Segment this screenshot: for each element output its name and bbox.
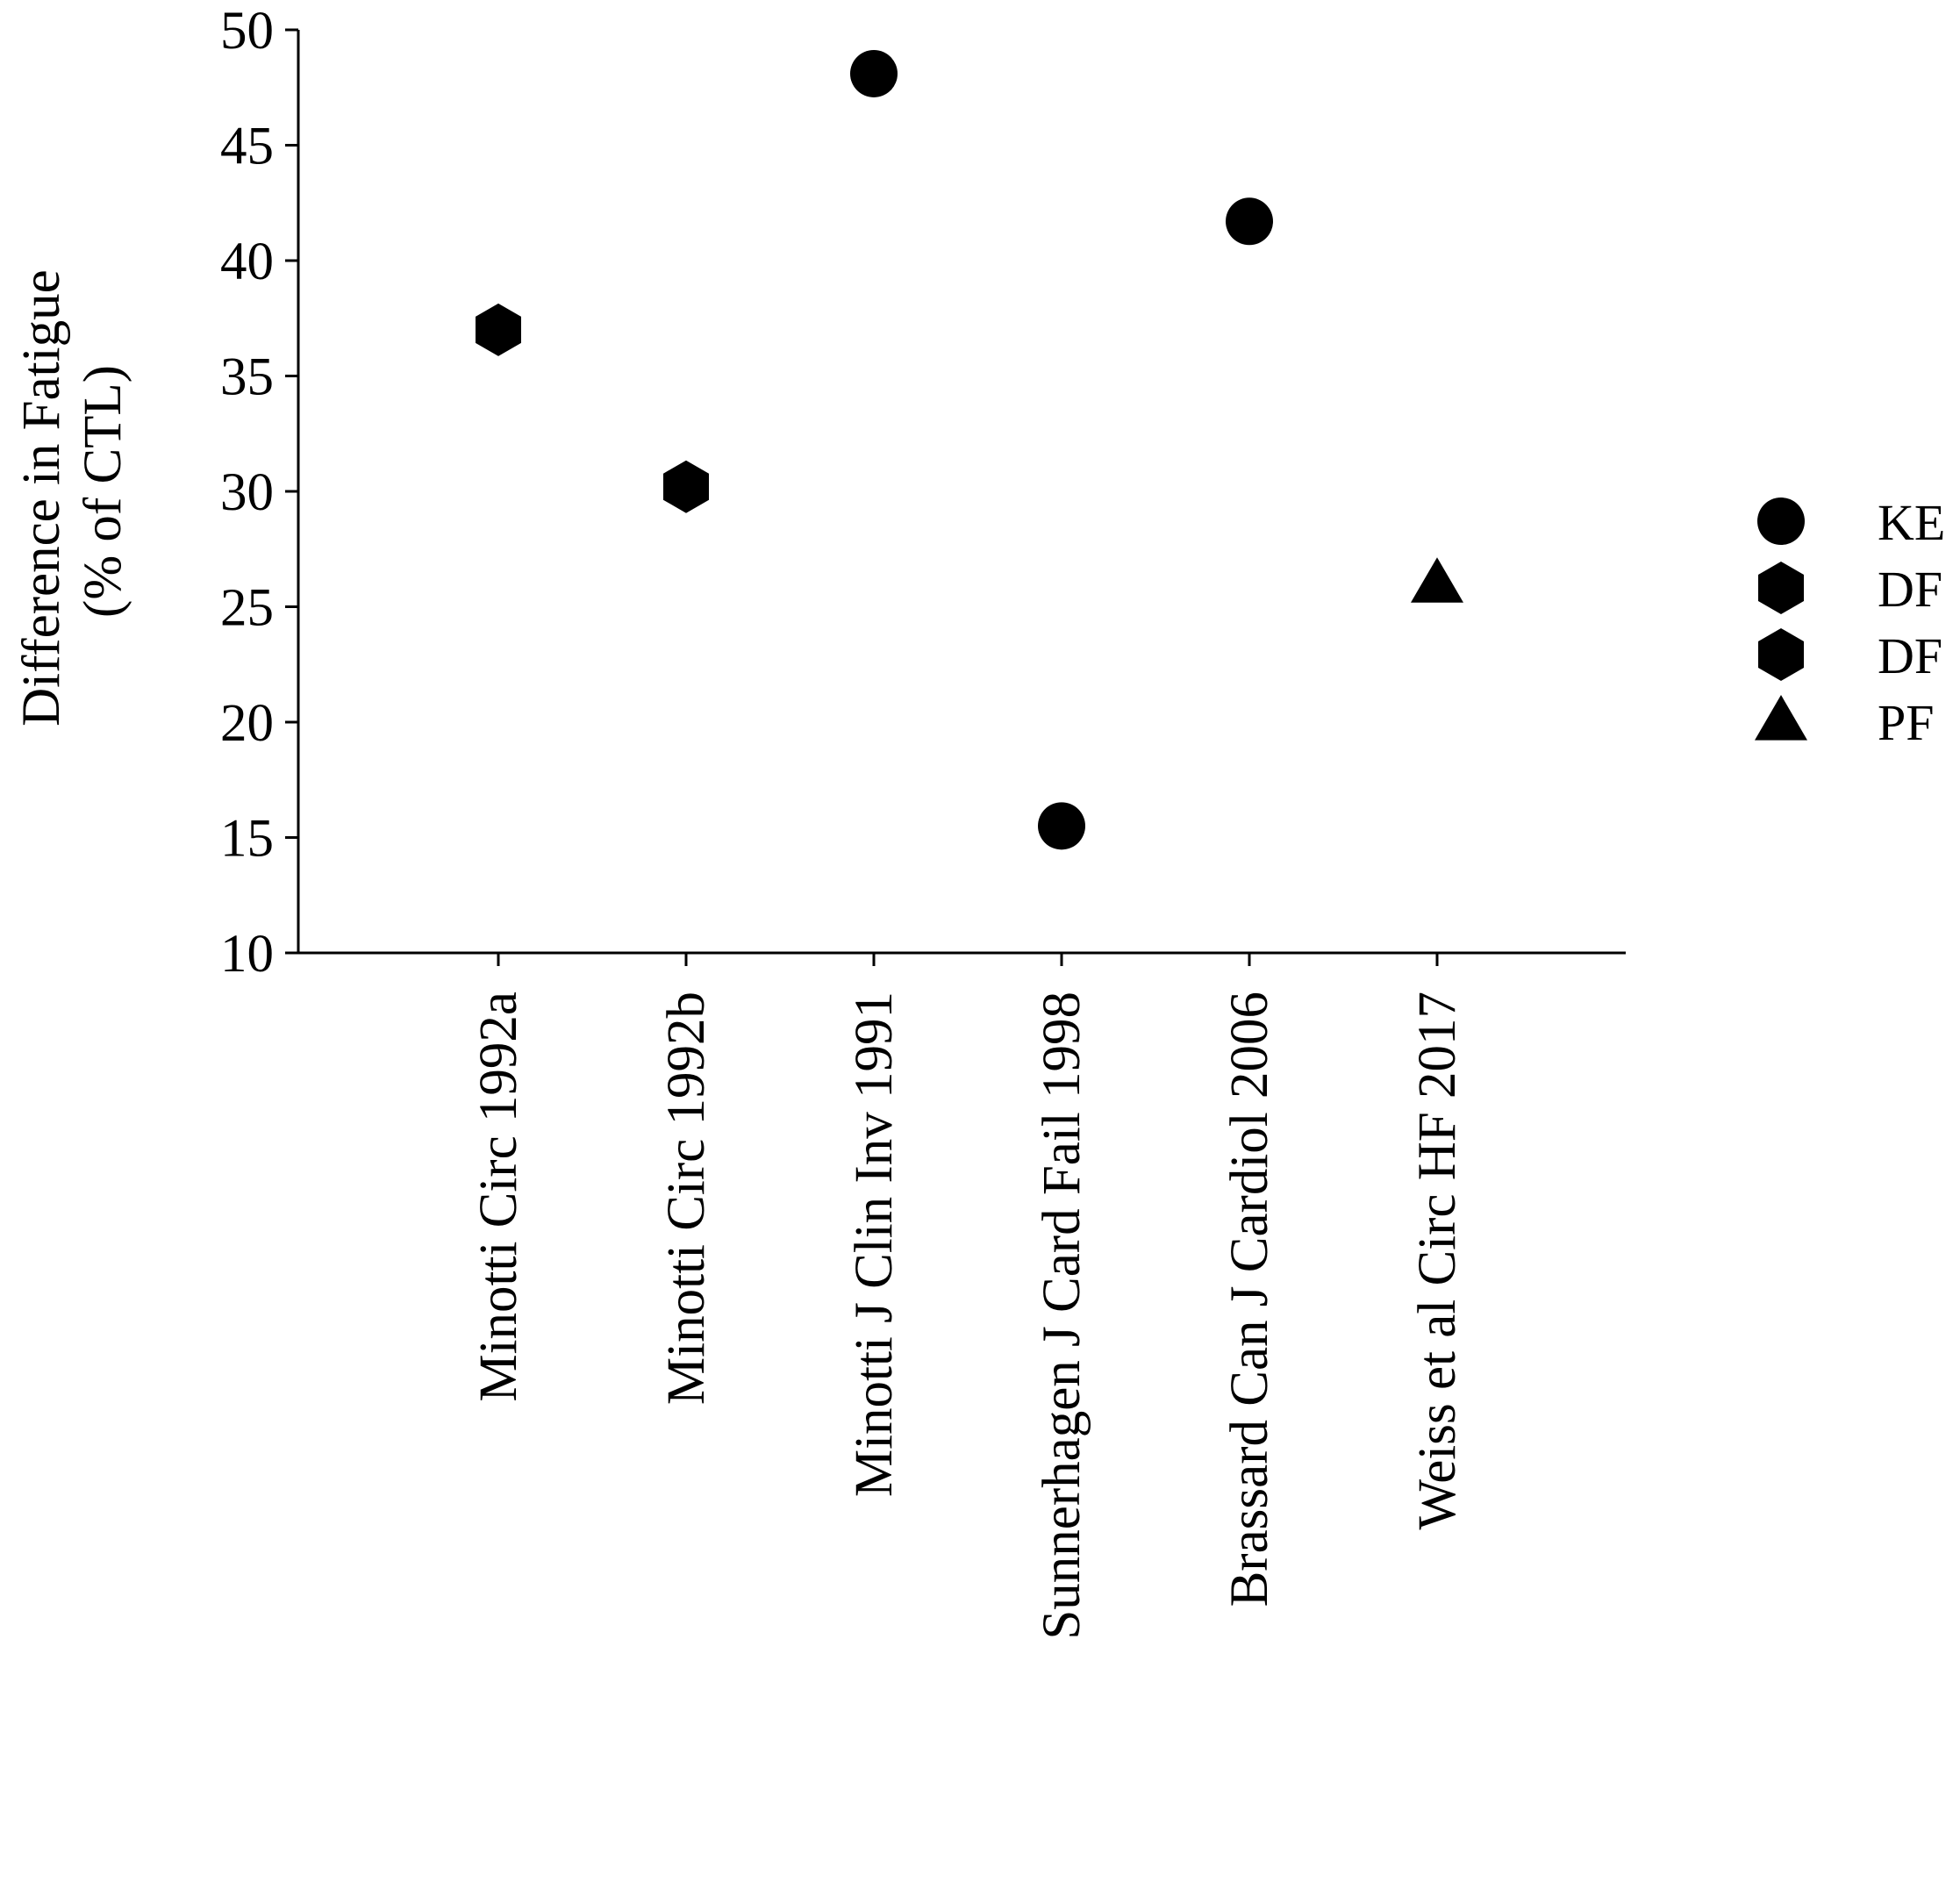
data-markers (476, 49, 1463, 850)
legend-label-df-3: DF (1878, 627, 1942, 684)
y-ticks: 10 15 20 25 30 35 40 45 50 (220, 2, 298, 984)
y-axis-title-line-1: Difference in Fatigue (12, 269, 71, 727)
x-category-label-minotti-circ-1992a: Minotti Circ 1992a (469, 992, 528, 1402)
axes (297, 30, 1626, 955)
data-point-ke-sunnerhagen-j-card-fail-1998 (1038, 802, 1085, 850)
x-category-label-weiss-et-al-circ-hf-2017: Weiss et al Circ HF 2017 (1408, 992, 1467, 1530)
legend-marker-pf-4 (1755, 695, 1807, 741)
y-axis-title-line-2: (% of CTL) (74, 365, 132, 618)
y-tick-label-25: 25 (220, 579, 274, 638)
data-point-df-minotti-circ-1992b (663, 460, 709, 513)
x-category-label-minotti-j-clin-inv-1991: Minotti J Clin Inv 1991 (845, 992, 904, 1497)
legend-label-df-2: DF (1878, 561, 1942, 618)
legend-marker-df-2 (1758, 562, 1804, 614)
legend-label-pf-4: PF (1878, 694, 1935, 751)
y-axis-title: Difference in Fatigue (% of CTL) (12, 256, 132, 727)
x-category-label-brassard-can-j-cardiol-2006: Brassard Can J Cardiol 2006 (1220, 992, 1279, 1607)
x-category-label-sunnerhagen-j-card-fail-1998: Sunnerhagen J Card Fail 1998 (1033, 992, 1091, 1640)
y-tick-label-30: 30 (220, 463, 274, 522)
y-tick-label-50: 50 (220, 2, 274, 61)
data-point-ke-brassard-can-j-cardiol-2006 (1226, 197, 1273, 246)
x-ticks: Minotti Circ 1992a Minotti Circ 1992b Mino… (469, 953, 1467, 1640)
y-tick-label-35: 35 (220, 348, 274, 407)
y-tick-label-40: 40 (220, 233, 274, 291)
legend: KE DF DF PF (1755, 494, 1945, 751)
legend-marker-df-3 (1758, 628, 1804, 681)
x-category-label-minotti-circ-1992b: Minotti Circ 1992b (657, 992, 716, 1405)
data-point-df-minotti-circ-1992a (476, 303, 521, 356)
y-tick-label-20: 20 (220, 694, 274, 753)
y-tick-label-45: 45 (220, 118, 274, 176)
data-point-pf-weiss-et-al-circ-hf-2017 (1411, 557, 1463, 603)
legend-marker-ke-1 (1757, 498, 1805, 545)
legend-label-ke-1: KE (1878, 494, 1945, 551)
y-tick-label-15: 15 (220, 810, 274, 869)
y-tick-label-10: 10 (220, 925, 274, 984)
data-point-ke-minotti-j-clin-inv-1991 (850, 49, 898, 97)
